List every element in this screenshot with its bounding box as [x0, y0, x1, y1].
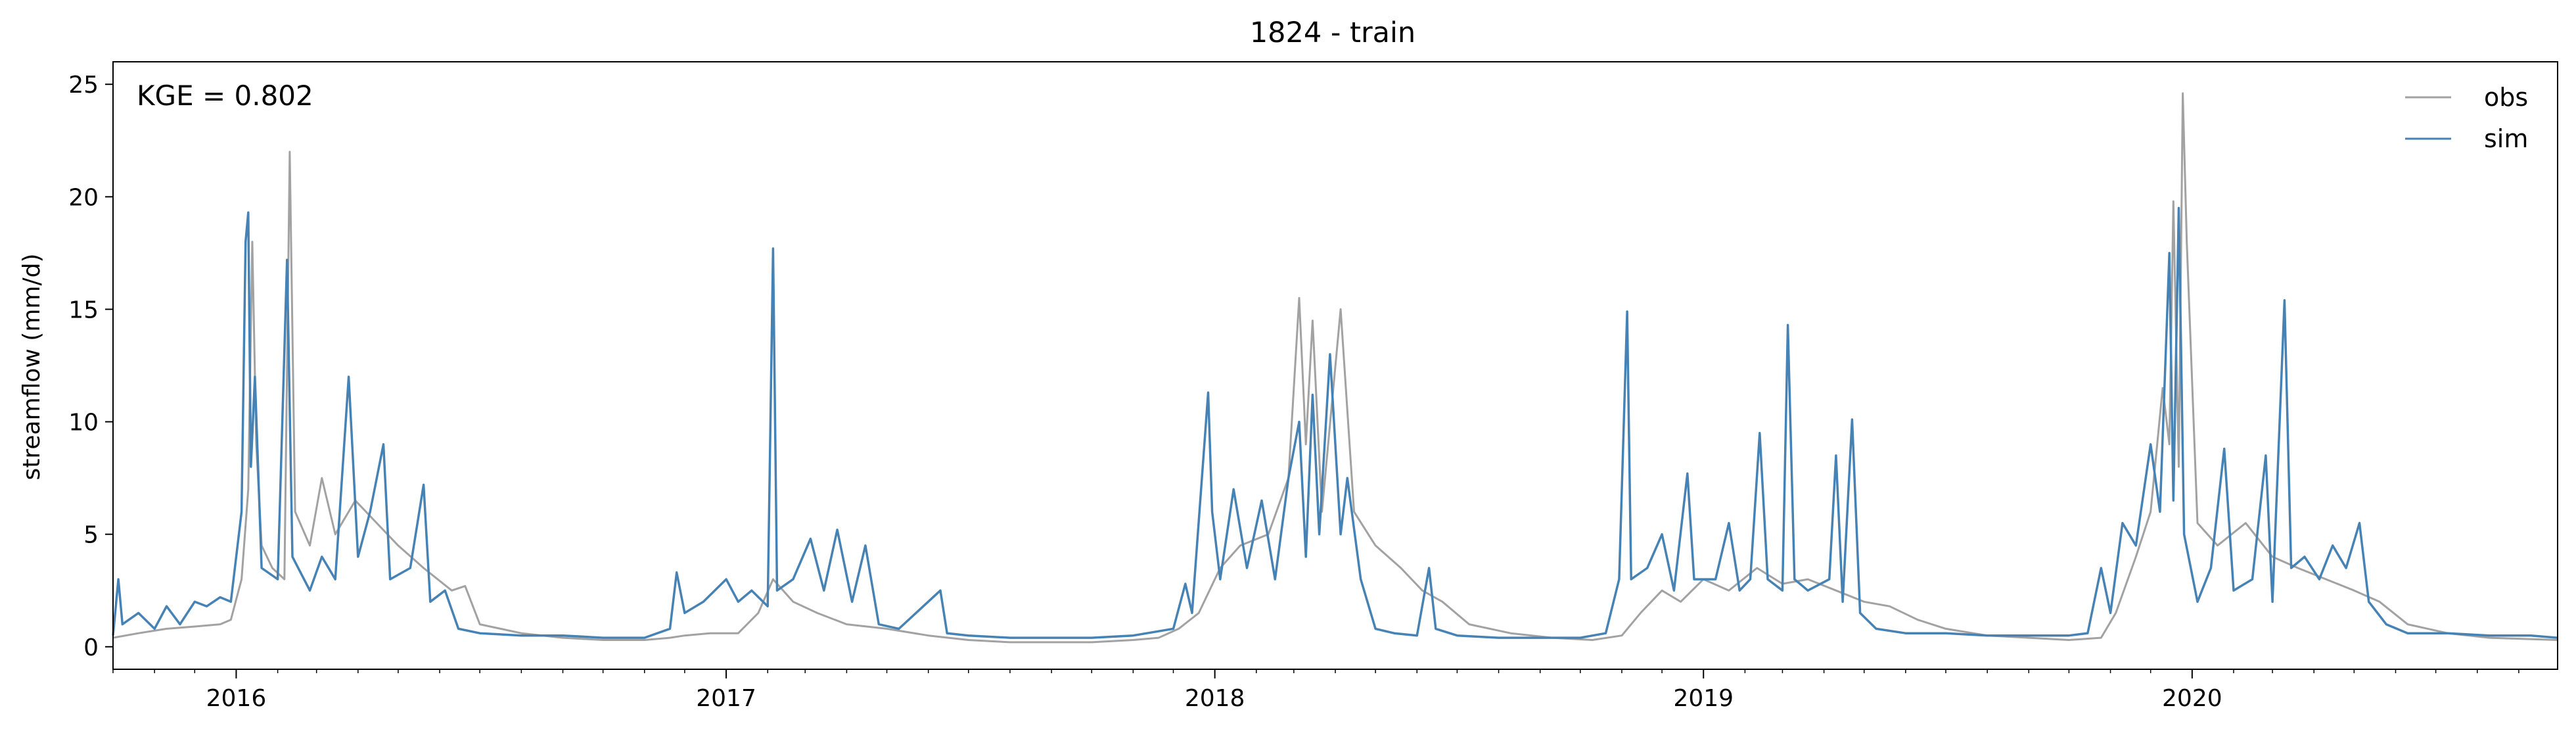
plot-area: 0 5 10 15 20 25 2016 2017 2018 2019 2020 — [68, 61, 2558, 712]
y-axis-label: streamflow (mm/d) — [18, 254, 45, 481]
legend-sim-label: sim — [2484, 124, 2528, 153]
y-tick-label: 25 — [68, 72, 99, 99]
series-line-obs — [112, 92, 2558, 644]
x-tick-label: 2020 — [2162, 685, 2222, 712]
y-tick-label: 15 — [68, 296, 99, 323]
y-tick-label: 10 — [68, 410, 99, 437]
x-tick-label: 2018 — [1185, 685, 1245, 712]
y-tick-label: 5 — [83, 522, 99, 549]
legend: obs sim — [2405, 83, 2528, 153]
chart-title: 1824 - train — [1250, 16, 1415, 49]
series-line-sim — [112, 206, 2558, 639]
x-tick-label: 2019 — [1673, 685, 1734, 712]
y-tick-label: 0 — [83, 634, 99, 661]
series-layer — [112, 92, 2558, 644]
legend-obs-label: obs — [2484, 83, 2528, 112]
plot-frame — [112, 61, 2558, 670]
x-axis: 2016 2017 2018 2019 2020 — [112, 669, 2519, 712]
x-tick-label: 2017 — [696, 685, 756, 712]
kge-annotation: KGE = 0.802 — [137, 80, 313, 112]
x-tick-label: 2016 — [206, 685, 267, 712]
y-tick-label: 20 — [68, 184, 99, 211]
y-axis: 0 5 10 15 20 25 — [68, 72, 113, 661]
